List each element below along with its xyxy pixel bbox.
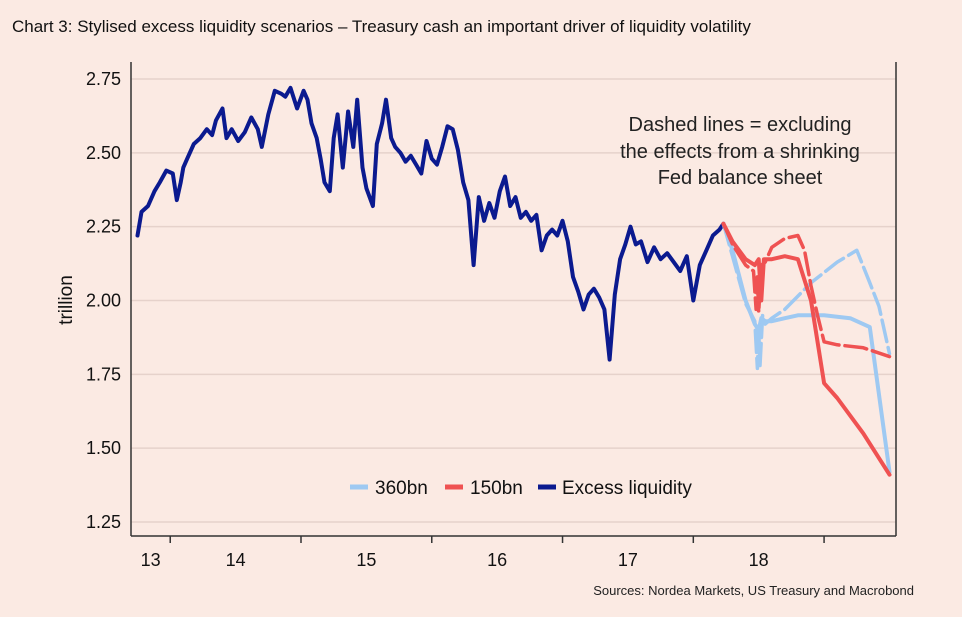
x-tick-label: 16	[487, 550, 507, 570]
y-tick-label: 1.25	[86, 512, 121, 532]
annotation-line: the effects from a shrinking	[620, 141, 860, 163]
legend-label-s150: 150bn	[470, 478, 523, 499]
annotation-line: Fed balance sheet	[658, 167, 823, 189]
y-tick-label: 1.75	[86, 364, 121, 384]
x-tick-label: 14	[226, 550, 246, 570]
y-axis-label: trillion	[56, 275, 77, 325]
legend-label-excess: Excess liquidity	[562, 478, 692, 499]
x-tick-label: 13	[141, 550, 161, 570]
legend-label-s360: 360bn	[375, 478, 428, 499]
annotation-line: Dashed lines = excluding	[629, 114, 852, 136]
y-tick-label: 1.50	[86, 438, 121, 458]
y-tick-label: 2.50	[86, 143, 121, 163]
series-line-excess	[135, 85, 726, 362]
y-tick-label: 2.25	[86, 217, 121, 237]
x-tick-label: 15	[356, 550, 376, 570]
axis-layer: 1.25 1.50 1.75 2.00 2.25 2.50 2.75 13 14 15 16 17 18…	[56, 62, 897, 570]
annotation-layer: Dashed lines = excluding the effects from…	[620, 114, 860, 189]
y-tick-label: 2.00	[86, 291, 121, 311]
y-tick-label: 2.75	[86, 69, 121, 89]
chart-title: Chart 3: Stylised excess liquidity scena…	[12, 17, 751, 36]
source-note: Sources: Nordea Markets, US Treasury and…	[593, 583, 914, 598]
grid-layer	[131, 78, 896, 523]
series-line-s150	[721, 221, 892, 477]
x-tick-label: 17	[618, 550, 638, 570]
legend-layer: 360bn 150bn Excess liquidity	[350, 478, 692, 499]
x-tick-label: 18	[749, 550, 769, 570]
series-layer	[135, 85, 892, 477]
series-line-s360-dashed	[721, 221, 892, 371]
series-line-s150-dashed	[721, 221, 892, 359]
